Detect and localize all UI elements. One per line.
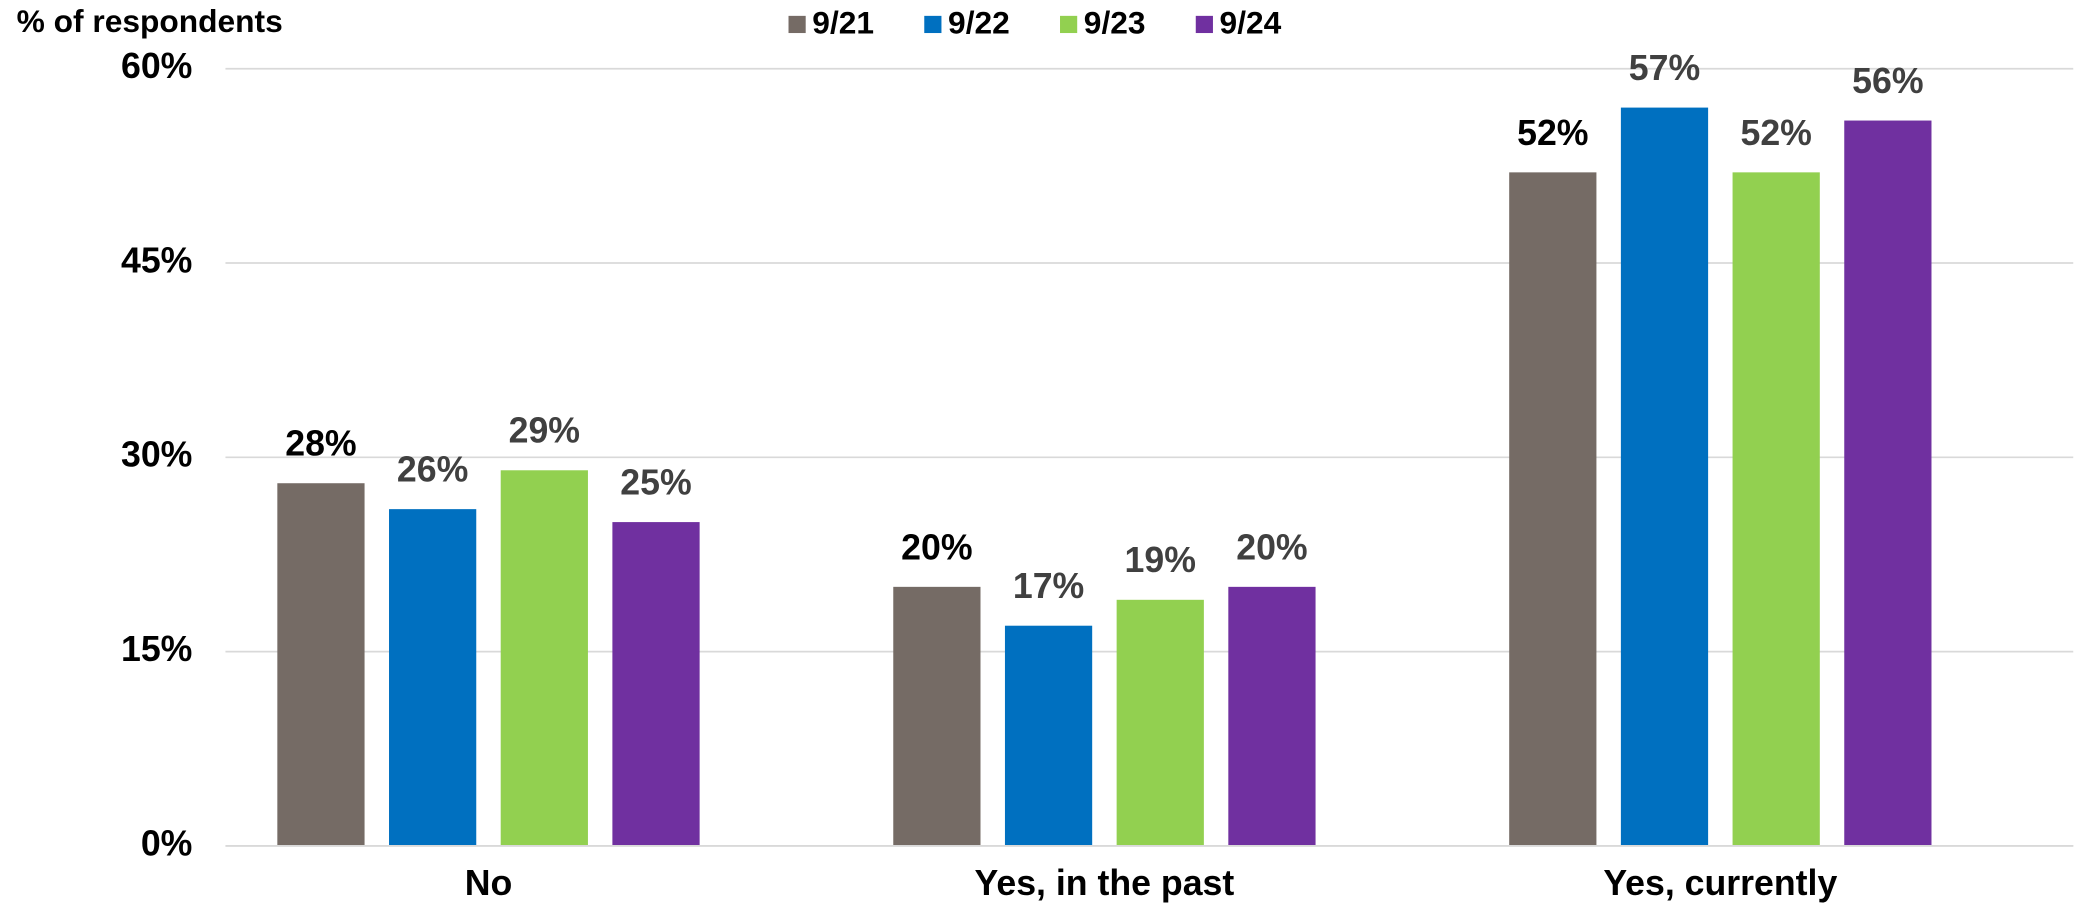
bar — [1116, 599, 1204, 846]
bar — [1004, 625, 1093, 846]
x-tick-label: Yes, in the past — [975, 863, 1235, 903]
bar — [612, 522, 700, 846]
x-tick-label: Yes, currently — [1603, 863, 1837, 903]
bar — [1732, 172, 1820, 846]
data-label: 28% — [285, 424, 356, 464]
bar — [389, 509, 477, 846]
y-tick-label: 60% — [121, 46, 192, 86]
data-label: 26% — [397, 450, 468, 490]
bar — [1620, 107, 1709, 846]
data-label: 20% — [901, 527, 972, 567]
y-tick-label: 15% — [121, 629, 192, 669]
data-label: 20% — [1236, 527, 1307, 567]
data-label: 52% — [1517, 113, 1588, 153]
legend-swatch — [1195, 15, 1213, 34]
data-label: 19% — [1125, 540, 1196, 580]
legend-label: 9/22 — [948, 4, 1010, 40]
legend-swatch — [788, 15, 806, 34]
legend-swatch — [1060, 15, 1078, 34]
bar — [1509, 172, 1597, 846]
bar — [893, 586, 981, 846]
legend-label: 9/23 — [1084, 4, 1146, 40]
data-label: 29% — [509, 411, 580, 451]
data-label: 25% — [620, 463, 691, 503]
bar — [500, 470, 588, 846]
x-tick-label: No — [465, 863, 513, 903]
y-tick-label: 0% — [141, 823, 193, 863]
y-tick-label: 30% — [121, 435, 192, 475]
bar — [277, 483, 365, 846]
legend-label: 9/21 — [812, 4, 874, 40]
data-label: 52% — [1740, 113, 1811, 153]
y-tick-label: 45% — [121, 240, 192, 280]
legend-swatch — [924, 15, 942, 34]
data-label: 17% — [1013, 566, 1084, 606]
bar — [1844, 120, 1932, 846]
bar — [1228, 586, 1316, 846]
y-axis-title: % of respondents — [17, 3, 283, 39]
data-label: 57% — [1629, 48, 1700, 88]
data-label: 56% — [1852, 61, 1923, 101]
legend-label: 9/24 — [1220, 4, 1282, 40]
